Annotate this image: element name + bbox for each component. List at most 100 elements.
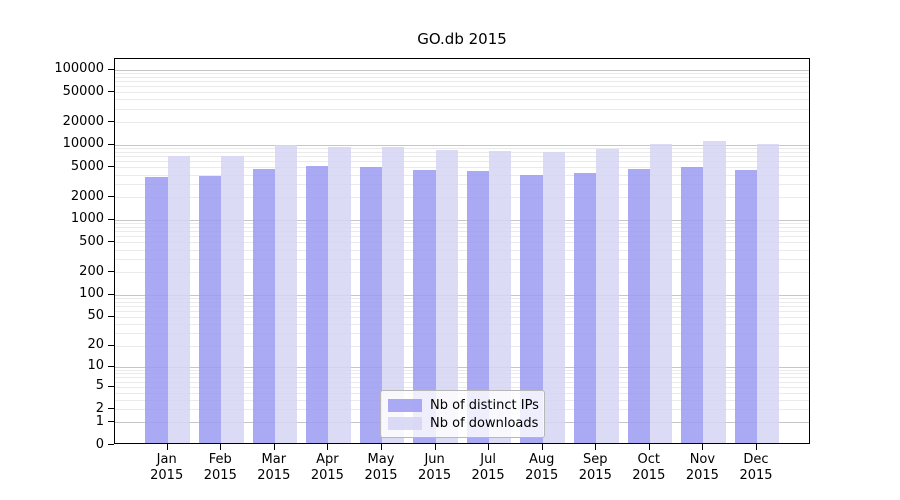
x-tick-year: 2015 (418, 468, 452, 483)
x-axis-tick-label: Sep 2015 (565, 452, 625, 484)
chart-title: GO.db 2015 (417, 30, 507, 48)
y-axis-tick (108, 241, 114, 243)
minor-grid-line (115, 183, 809, 185)
y-axis-tick (108, 444, 114, 445)
bar-distinct-ips-oct (627, 168, 650, 443)
minor-grid-line (115, 310, 809, 312)
x-tick-year: 2015 (685, 468, 719, 483)
minor-grid-line (115, 174, 809, 176)
bar-distinct-ips-nov (681, 166, 704, 443)
x-tick-year: 2015 (471, 468, 505, 483)
x-axis-tick-label: Dec 2015 (726, 452, 786, 484)
y-axis-tick-label: 200 (79, 263, 104, 279)
y-axis-tick (108, 218, 114, 220)
x-axis-tick (434, 444, 436, 450)
x-axis-tick-label: Jan 2015 (137, 452, 197, 484)
bar-downloads-dec (757, 143, 780, 443)
minor-grid-line (115, 236, 809, 238)
x-axis-tick (220, 444, 222, 450)
x-axis-tick (756, 444, 757, 450)
bar-distinct-ips-dec (734, 170, 757, 443)
y-axis-tick-label: 50000 (62, 83, 104, 99)
plot-area (114, 58, 810, 444)
x-axis-tick-label: Aug 2015 (512, 452, 572, 484)
minor-grid-line (115, 333, 809, 334)
minor-grid-line (115, 377, 809, 379)
minor-grid-line (115, 381, 809, 383)
minor-grid-line (115, 76, 809, 78)
x-axis-tick (702, 444, 704, 450)
y-axis-tick (108, 421, 114, 423)
major-grid-line (115, 144, 809, 146)
legend-label-downloads: Nb of downloads (430, 415, 539, 431)
y-axis-tick-label: 50 (87, 308, 104, 324)
bar-downloads-jul (489, 151, 512, 443)
minor-grid-line (115, 223, 809, 225)
minor-grid-line (115, 297, 809, 299)
y-axis-tick-label: 5 (95, 378, 104, 394)
x-axis-tick (648, 444, 650, 450)
bar-distinct-ips-aug (520, 175, 543, 443)
x-axis-tick (273, 444, 275, 450)
minor-grid-line (115, 92, 809, 94)
x-tick-month: Nov (689, 452, 716, 467)
x-tick-month: Jan (156, 452, 177, 467)
minor-grid-line (115, 99, 809, 101)
y-axis-tick-label: 20 (87, 337, 104, 353)
y-axis-tick (108, 196, 114, 198)
x-axis-tick-label: Jul 2015 (458, 452, 518, 484)
bar-distinct-ips-jun (413, 170, 436, 443)
x-tick-month: Feb (208, 452, 232, 467)
x-axis-tick (541, 444, 543, 450)
bar-downloads-may (382, 146, 405, 443)
minor-grid-line (115, 122, 809, 123)
x-tick-month: Jun (424, 452, 445, 467)
y-axis-tick (108, 271, 114, 272)
x-axis-tick-label: May 2015 (351, 452, 411, 484)
x-tick-year: 2015 (257, 468, 291, 483)
bar-downloads-nov (703, 140, 726, 443)
x-tick-month: Dec (743, 452, 769, 467)
y-axis-tick (108, 365, 114, 367)
y-axis-tick (108, 91, 114, 93)
y-axis-tick (108, 408, 114, 410)
x-tick-year: 2015 (203, 468, 237, 483)
bar-downloads-feb (221, 155, 244, 443)
minor-grid-line (115, 306, 809, 307)
minor-grid-line (115, 316, 809, 318)
minor-grid-line (115, 167, 809, 169)
downloads-swatch (388, 416, 422, 430)
minor-grid-line (115, 72, 809, 74)
bar-distinct-ips-may (359, 166, 382, 443)
minor-grid-line (115, 373, 809, 375)
x-tick-month: Sep (583, 452, 608, 467)
x-tick-year: 2015 (310, 468, 344, 483)
minor-grid-line (115, 108, 809, 110)
minor-grid-line (115, 161, 809, 163)
x-tick-month: Jul (480, 452, 496, 467)
bar-downloads-jun (435, 149, 458, 443)
minor-grid-line (115, 151, 809, 153)
x-axis-tick (166, 444, 168, 450)
y-axis-tick-label: 100 (79, 286, 104, 301)
x-tick-month: Mar (261, 452, 287, 467)
x-tick-month: Aug (528, 452, 555, 467)
major-grid-line (115, 366, 809, 368)
x-axis-tick-label: Mar 2015 (244, 452, 304, 484)
x-axis-tick-label: Nov 2015 (672, 452, 732, 484)
bar-downloads-oct (649, 144, 673, 443)
x-tick-month: Oct (637, 452, 661, 467)
x-axis-tick (488, 444, 490, 450)
legend: Nb of distinct IPs Nb of downloads (380, 390, 545, 438)
minor-grid-line (115, 301, 809, 303)
y-axis-tick-label: 2000 (70, 188, 104, 204)
x-tick-year: 2015 (364, 468, 398, 483)
minor-grid-line (115, 258, 809, 260)
minor-grid-line (115, 345, 809, 347)
bar-distinct-ips-sep (574, 172, 597, 443)
x-axis-tick-label: Apr 2015 (297, 452, 357, 484)
minor-grid-line (115, 386, 809, 388)
x-tick-month: Apr (316, 452, 339, 467)
x-tick-year: 2015 (150, 468, 184, 483)
bar-distinct-ips-feb (199, 175, 222, 443)
